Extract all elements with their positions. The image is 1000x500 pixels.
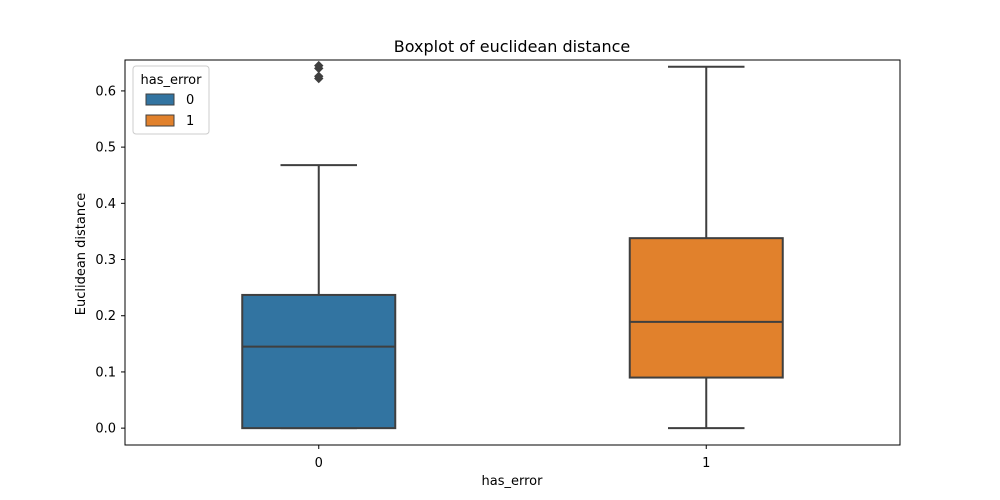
y-tick-label: 0.6	[95, 84, 116, 99]
y-tick-label: 0.3	[95, 253, 116, 268]
x-tick-label: 1	[702, 456, 710, 471]
box-iqr	[628, 237, 784, 379]
legend-title: has_error	[141, 73, 203, 88]
y-tick-label: 0.5	[95, 141, 116, 156]
legend-swatch-0	[145, 93, 175, 106]
outlier-point	[314, 60, 324, 71]
plot-area	[241, 60, 784, 430]
box-group-0	[241, 60, 397, 430]
y-axis-label: Euclidean distance	[74, 193, 89, 316]
box-iqr	[241, 293, 397, 430]
legend: has_error 0 1	[132, 65, 210, 135]
axes-frame	[124, 59, 901, 446]
outlier-point	[314, 71, 324, 82]
legend-label-0: 0	[186, 93, 194, 108]
y-tick-label: 0.4	[95, 197, 116, 212]
box-group-1	[628, 65, 784, 430]
chart-title: Boxplot of euclidean distance	[394, 37, 631, 56]
x-tick-label: 0	[315, 456, 323, 471]
y-tick-label: 0.2	[95, 309, 116, 324]
axes: 0.0 0.1 0.2 0.3 0.4 0.5 0.6 0 1	[95, 59, 901, 471]
legend-swatch-1	[145, 114, 175, 127]
y-tick-label: 0.1	[95, 365, 116, 380]
x-axis-label: has_error	[482, 474, 544, 489]
legend-label-1: 1	[186, 114, 194, 129]
y-tick-label: 0.0	[95, 422, 116, 437]
